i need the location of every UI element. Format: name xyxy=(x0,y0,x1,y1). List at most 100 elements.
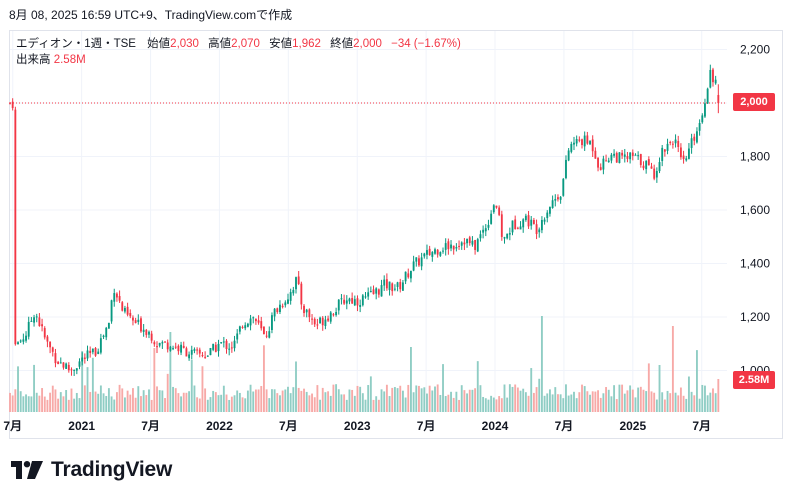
tradingview-logo[interactable]: TradingView xyxy=(11,458,172,482)
volume-bar xyxy=(474,388,477,412)
volume-bar xyxy=(222,385,225,412)
volume-bar xyxy=(67,399,70,412)
volume-bar xyxy=(217,395,220,412)
volume-bar xyxy=(348,389,351,412)
candle-body xyxy=(153,342,156,345)
volume-bar xyxy=(126,390,129,412)
candle-body xyxy=(522,219,525,228)
volume-bar xyxy=(41,388,44,412)
volume-bar xyxy=(479,385,482,412)
volume-bar xyxy=(500,398,503,412)
candle-body xyxy=(343,299,346,304)
volume-bar xyxy=(140,396,142,412)
candle-body xyxy=(495,205,498,208)
volume-bar xyxy=(295,361,297,412)
volume-bar xyxy=(629,385,632,412)
candle-body xyxy=(589,141,591,145)
volume-bar xyxy=(538,378,541,412)
candle-body xyxy=(404,271,407,282)
open-label: 始値 xyxy=(147,38,171,50)
candle-body xyxy=(59,362,62,364)
candle-body xyxy=(359,305,362,307)
candle-body xyxy=(81,357,84,362)
volume-bar xyxy=(712,388,714,412)
candle-body xyxy=(650,166,653,169)
volume-bar xyxy=(305,391,308,412)
candle-body xyxy=(124,307,126,312)
volume-bar xyxy=(442,364,444,412)
volume-bar xyxy=(428,385,431,412)
volume-bar xyxy=(166,373,169,412)
candle-body xyxy=(102,335,105,338)
candle-body xyxy=(562,178,565,196)
volume-bar xyxy=(65,390,68,412)
candle-body xyxy=(498,207,501,215)
candle-body xyxy=(262,326,265,335)
volume-bar xyxy=(393,387,396,412)
volume-bar xyxy=(281,390,284,412)
volume-bar xyxy=(83,385,86,412)
volume-bar xyxy=(519,390,522,412)
candle-body xyxy=(238,326,241,332)
candle-body xyxy=(340,298,343,300)
candle-body xyxy=(535,224,538,235)
volume-bar xyxy=(412,392,415,412)
chart-grid xyxy=(10,31,727,412)
candle-body xyxy=(407,273,410,278)
candle-body xyxy=(319,317,321,324)
candle-body xyxy=(166,342,169,350)
time-tick-label: 2021 xyxy=(68,419,95,433)
candle-body xyxy=(666,143,669,151)
volume-bar xyxy=(543,395,546,412)
candle-body xyxy=(57,361,60,365)
volume-bar xyxy=(503,384,506,412)
volume-bar xyxy=(522,388,525,412)
candle-body xyxy=(303,305,305,314)
volume-bar xyxy=(439,394,442,412)
candle-body xyxy=(177,345,180,352)
volume-bar xyxy=(233,395,236,412)
volume-bar xyxy=(597,390,599,412)
volume-bar xyxy=(631,389,634,412)
candle-body xyxy=(460,242,463,246)
candle-body xyxy=(140,318,142,332)
volume-bar xyxy=(86,367,89,412)
candle-body xyxy=(38,317,41,326)
chart-frame[interactable] xyxy=(9,30,783,439)
candle-body xyxy=(431,252,434,257)
candle-body xyxy=(452,245,455,250)
volume-bar xyxy=(246,390,249,412)
time-tick-label: 2025 xyxy=(619,419,646,433)
candle-body xyxy=(94,348,97,356)
candle-body xyxy=(41,324,44,327)
time-axis: 7月 2021 7月 2022 7月 2023 7月 2024 7月 2025 7月 xyxy=(3,419,711,433)
candle-body xyxy=(474,239,477,250)
volume-bar xyxy=(249,384,252,412)
candle-body xyxy=(653,168,656,179)
candle-body xyxy=(33,317,35,323)
candle-body xyxy=(148,331,150,335)
candle-body xyxy=(383,279,386,286)
time-tick-label: 2022 xyxy=(206,419,233,433)
volume-bar xyxy=(30,396,33,412)
volume-bar xyxy=(279,395,281,412)
candle-body xyxy=(22,339,25,342)
candle-body xyxy=(679,147,682,158)
volume-bar xyxy=(423,387,426,412)
candle-body xyxy=(463,242,466,245)
candle-body xyxy=(669,142,672,144)
volume-bar xyxy=(535,387,538,412)
candle-body xyxy=(450,244,452,249)
candle-body xyxy=(396,282,399,287)
candle-body xyxy=(642,165,645,169)
volume-bar xyxy=(204,388,207,412)
candle-body xyxy=(567,150,570,161)
time-tick-label: 7月 xyxy=(692,419,711,433)
candle-body xyxy=(70,369,73,371)
volume-bar xyxy=(59,392,62,412)
volume-bar xyxy=(273,389,276,412)
volume-bar xyxy=(340,394,343,412)
volume-bar xyxy=(610,396,613,412)
volume-bar xyxy=(268,398,271,412)
